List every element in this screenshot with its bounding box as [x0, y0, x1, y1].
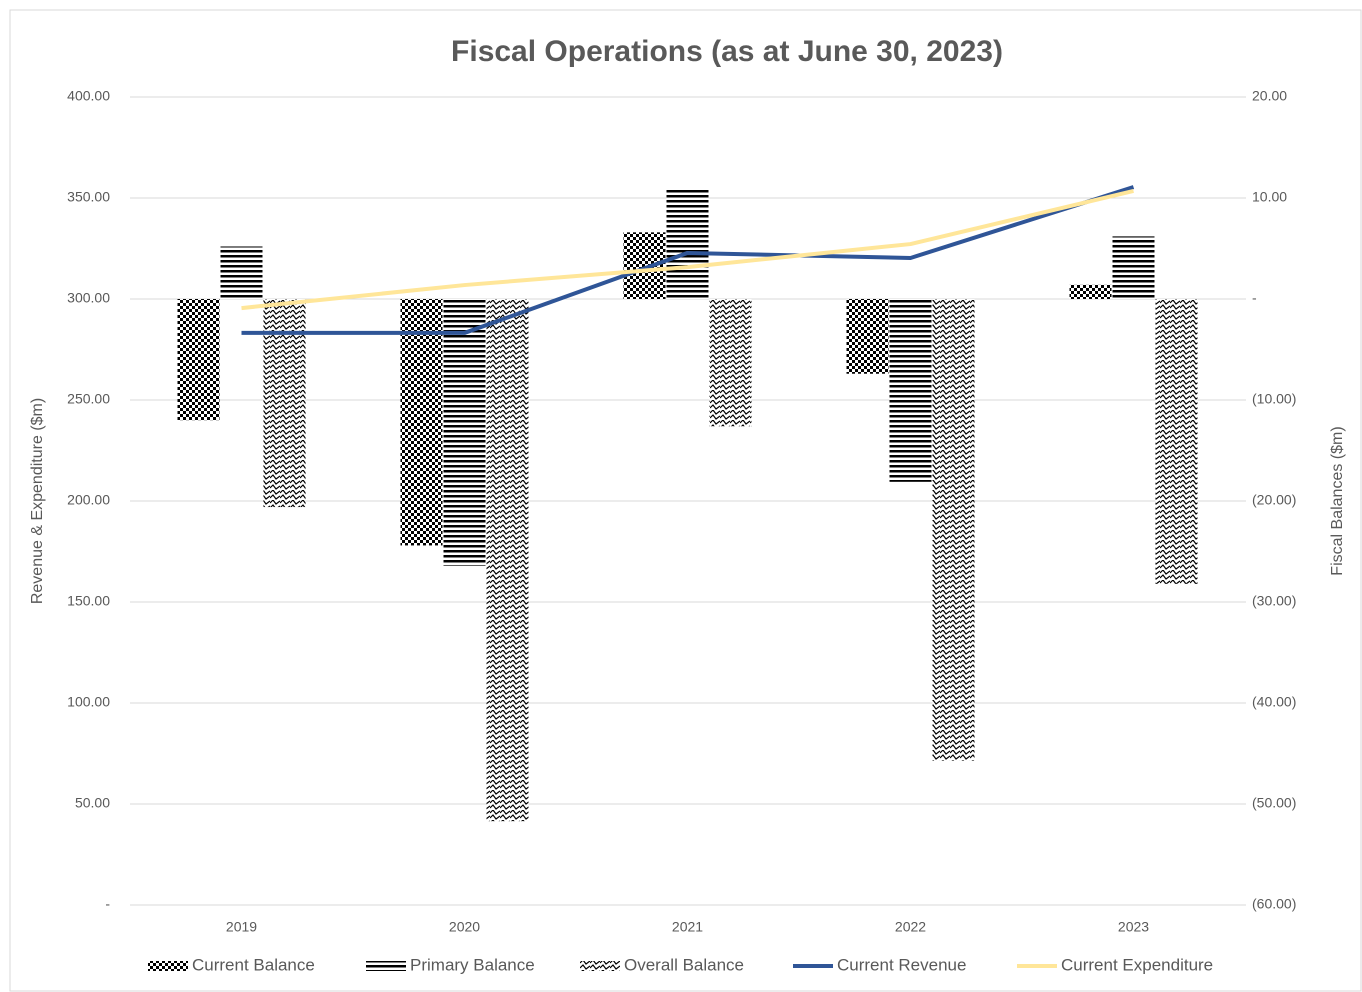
bar [1155, 299, 1198, 584]
legend-label: Primary Balance [410, 955, 535, 974]
bar [486, 299, 529, 822]
line [241, 185, 1135, 335]
bar [177, 299, 220, 421]
legend-swatch [580, 961, 620, 971]
x-tick-label: 2021 [672, 919, 703, 935]
y2-tick-label: 10.00 [1252, 189, 1287, 205]
y-tick-label: 200.00 [67, 492, 110, 508]
bar [1112, 236, 1155, 299]
y-tick-label: 400.00 [67, 88, 110, 104]
y2-tick-label: (40.00) [1252, 694, 1296, 710]
legend-swatch [148, 961, 188, 971]
y2-tick-label: (20.00) [1252, 492, 1296, 508]
chart-title: Fiscal Operations (as at June 30, 2023) [451, 35, 1003, 68]
y-tick-label: 350.00 [67, 189, 110, 205]
bar [623, 232, 666, 299]
legend-label: Current Revenue [837, 955, 966, 974]
y2-tick-label: (30.00) [1252, 593, 1296, 609]
bar [889, 299, 932, 482]
bar [709, 299, 752, 427]
y2-tick-label: - [1252, 290, 1257, 306]
bar [400, 299, 443, 546]
bar [666, 187, 709, 299]
y2-tick-label: 20.00 [1252, 88, 1287, 104]
y-tick-label: - [105, 896, 110, 912]
x-tick-label: 2023 [1118, 919, 1149, 935]
bar [1069, 284, 1112, 299]
y2-tick-label: (10.00) [1252, 391, 1296, 407]
legend-label: Current Expenditure [1061, 955, 1213, 974]
legend-label: Overall Balance [624, 955, 744, 974]
legend-swatch [366, 961, 406, 971]
legend-label: Current Balance [192, 955, 315, 974]
x-tick-label: 2020 [449, 919, 480, 935]
y-tick-label: 100.00 [67, 694, 110, 710]
x-tick-label: 2019 [226, 919, 257, 935]
bar [846, 299, 889, 374]
y-tick-label: 150.00 [67, 593, 110, 609]
line [241, 188, 1134, 311]
bar [220, 246, 263, 299]
y-axis-title: Revenue & Expenditure ($m) [29, 398, 46, 604]
x-tick-label: 2022 [895, 919, 926, 935]
bar [263, 299, 306, 508]
y-tick-label: 300.00 [67, 290, 110, 306]
y2-tick-label: (60.00) [1252, 896, 1296, 912]
y2-axis-title: Fiscal Balances ($m) [1329, 426, 1346, 575]
bar [443, 299, 486, 566]
y-tick-label: 50.00 [75, 795, 110, 811]
bar [932, 299, 975, 761]
y-tick-label: 250.00 [67, 391, 110, 407]
y2-tick-label: (50.00) [1252, 795, 1296, 811]
